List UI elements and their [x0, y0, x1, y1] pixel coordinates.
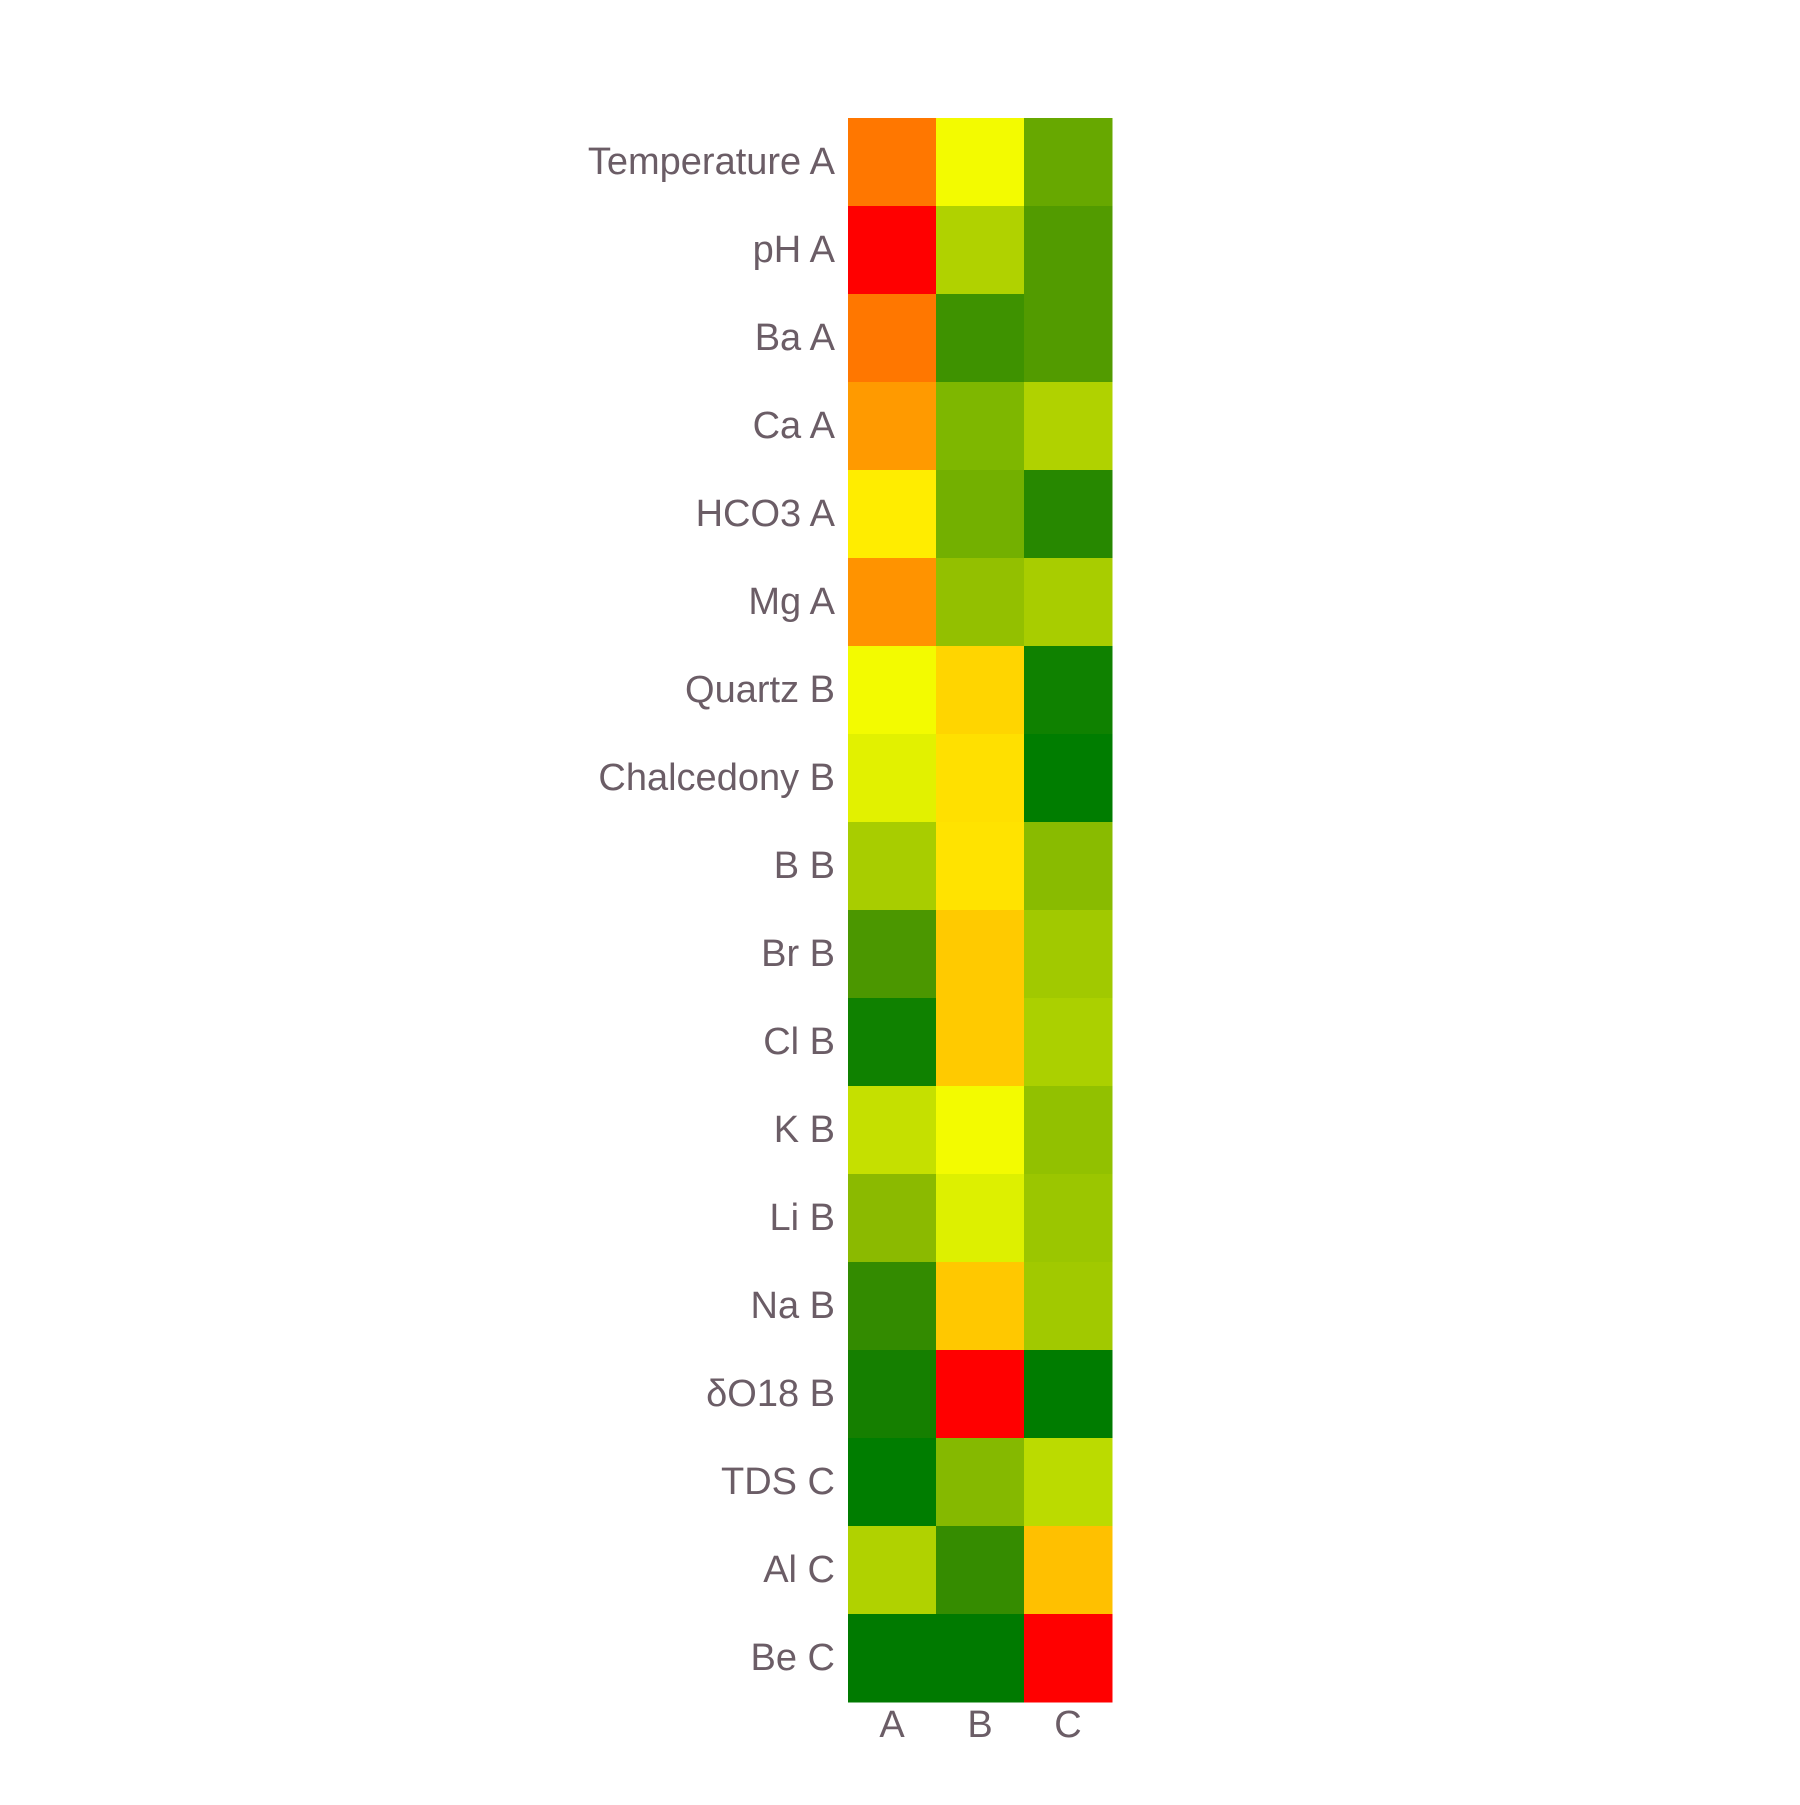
y-tick-label-br-b-9: Br B [761, 933, 835, 975]
y-tick-label-li-b-12: Li B [770, 1197, 835, 1239]
heatmap-cell-r8-b [936, 822, 1025, 911]
heatmap-cell-r9-c [1024, 910, 1113, 999]
heatmap-cell-r13-a [848, 1262, 937, 1351]
heatmap-cell-r0-c [1024, 118, 1113, 207]
heatmap-cell-r16-c [1024, 1526, 1113, 1615]
heatmap-cell-r16-b [936, 1526, 1025, 1615]
heatmap-cell-r9-b [936, 910, 1025, 999]
heatmap-cell-r14-b [936, 1350, 1025, 1439]
heatmap-cell-r8-a [848, 822, 937, 911]
y-tick-label-hco3-a-4: HCO3 A [696, 493, 836, 535]
heatmap-cell-r16-a [848, 1526, 937, 1615]
heatmap-cell-r2-b [936, 294, 1025, 383]
heatmap-cell-r2-a [848, 294, 937, 383]
heatmap-cell-r11-c [1024, 1086, 1113, 1175]
y-tick-label-mg-a-5: Mg A [748, 581, 835, 623]
heatmap-cell-r6-a [848, 646, 937, 735]
y-tick-label-temperature-a-0: Temperature A [588, 141, 836, 183]
heatmap-cell-r15-b [936, 1438, 1025, 1527]
heatmap-cell-r11-b [936, 1086, 1025, 1175]
heatmap-cell-r7-a [848, 734, 937, 823]
heatmap-cell-r4-b [936, 470, 1025, 559]
heatmap-cell-r8-c [1024, 822, 1113, 911]
x-tick-label-b: B [967, 1704, 992, 1746]
heatmap-cell-r5-a [848, 558, 937, 647]
heatmap-cell-r4-a [848, 470, 937, 559]
y-tick-label-ph-a-1: pH A [753, 229, 836, 271]
heatmap-cell-r13-c [1024, 1262, 1113, 1351]
heatmap-cell-r6-c [1024, 646, 1113, 735]
y-tick-label-cl-b-10: Cl B [763, 1021, 835, 1063]
y-tick-label-ba-a-2: Ba A [755, 317, 836, 359]
heatmap-cell-r10-b [936, 998, 1025, 1087]
heatmap-cell-r15-c [1024, 1438, 1113, 1527]
heatmap-cell-r17-b [936, 1614, 1025, 1703]
y-tick-label-al-c-16: Al C [763, 1549, 835, 1591]
heatmap-cell-r15-a [848, 1438, 937, 1527]
x-tick-label-a: A [879, 1704, 905, 1746]
heatmap-cell-r3-a [848, 382, 937, 471]
heatmap-cell-r3-c [1024, 382, 1113, 471]
heatmap-cell-r10-c [1024, 998, 1113, 1087]
heatmap-cell-r12-a [848, 1174, 937, 1263]
y-tick-label-tds-c-15: TDS C [721, 1461, 835, 1503]
heatmap-cell-r9-a [848, 910, 937, 999]
y-tick-label-be-c-17: Be C [751, 1637, 835, 1679]
heatmap-cell-r17-a [848, 1614, 937, 1703]
heatmap-cell-r14-c [1024, 1350, 1113, 1439]
x-axis-tick-labels: A B C [879, 1704, 1081, 1746]
heatmap-cell-r1-b [936, 206, 1025, 295]
heatmap-cell-r11-a [848, 1086, 937, 1175]
y-axis-tick-labels: Temperature A pH A Ba A Ca A HCO3 A Mg A Quart… [588, 141, 836, 1679]
heatmap-cell-r0-b [936, 118, 1025, 207]
heatmap-cell-r3-b [936, 382, 1025, 471]
y-tick-label-o18-b-14: δO18 B [706, 1373, 835, 1415]
heatmap-cell-r12-c [1024, 1174, 1113, 1263]
heatmap-cell-r13-b [936, 1262, 1025, 1351]
heatmap-cell-r7-b [936, 734, 1025, 823]
heatmap-cells [848, 118, 1113, 1703]
heatmap-cell-r5-c [1024, 558, 1113, 647]
heatmap-cell-r14-a [848, 1350, 937, 1439]
heatmap-cell-r12-b [936, 1174, 1025, 1263]
heatmap-cell-r4-c [1024, 470, 1113, 559]
heatmap-cell-r0-a [848, 118, 937, 207]
y-tick-label-k-b-11: K B [774, 1109, 835, 1151]
heatmap-cell-r17-c [1024, 1614, 1113, 1703]
heatmap-cell-r1-a [848, 206, 937, 295]
y-tick-label-na-b-13: Na B [751, 1285, 835, 1327]
heatmap-cell-r6-b [936, 646, 1025, 735]
x-tick-label-c: C [1054, 1704, 1081, 1746]
y-tick-label-quartz-b-6: Quartz B [685, 669, 835, 711]
y-tick-label-chalcedony-b-7: Chalcedony B [598, 757, 835, 799]
heatmap-cell-r7-c [1024, 734, 1113, 823]
heatmap-cell-r2-c [1024, 294, 1113, 383]
y-tick-label-ca-a-3: Ca A [753, 405, 836, 447]
heatmap-cell-r10-a [848, 998, 937, 1087]
y-tick-label-b-b-8: B B [774, 845, 835, 887]
heatmap-cell-r1-c [1024, 206, 1113, 295]
heatmap-cell-r5-b [936, 558, 1025, 647]
